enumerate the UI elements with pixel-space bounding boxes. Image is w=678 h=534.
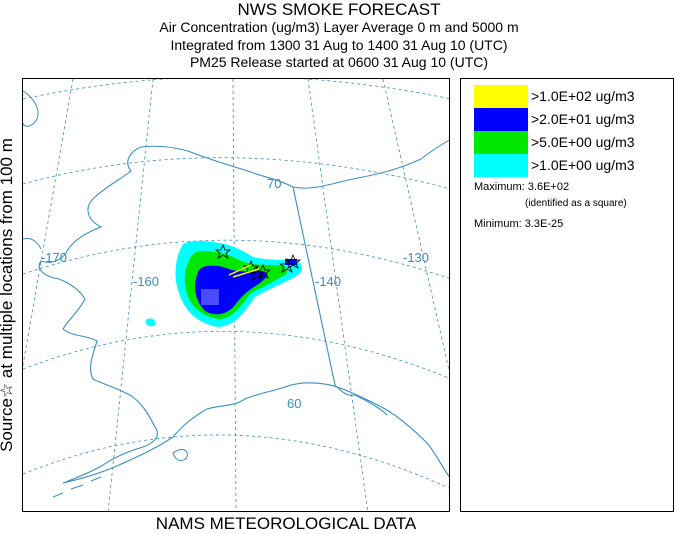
map-panel[interactable]: -170 -160 -140 -130 70 60 [22, 78, 450, 512]
source-star-icon [214, 243, 232, 259]
legend-label-1: >1.0E+02 ug/m3 [531, 88, 635, 104]
source-locations-label: Source☆ at multiple locations from 100 m [0, 138, 16, 452]
forecast-title: NWS SMOKE FORECAST [237, 0, 441, 19]
legend-swatch-cyan [474, 154, 528, 177]
alaska-map: -170 -160 -140 -130 70 60 [23, 79, 449, 511]
kodiak-island [172, 449, 188, 461]
forecast-subtitle-concentration: Air Concentration (ug/m3) Layer Average … [159, 19, 519, 35]
lon-label-160: -160 [133, 274, 159, 289]
legend-swatch-green [474, 131, 528, 154]
canada-border [292, 186, 388, 416]
maximum-row: Maximum: 3.6E+02 [474, 181, 569, 193]
legend-panel: >1.0E+02 ug/m3 >2.0E+01 ug/m3 >5.0E+00 u… [460, 78, 674, 512]
plume-east-cell [285, 259, 297, 265]
minimum-label: Minimum: [474, 218, 522, 230]
high-concentration-streaks [228, 264, 260, 278]
source-star-icon [278, 257, 296, 273]
forecast-subtitle-release: PM25 Release started at 0600 31 Aug 10 (… [189, 54, 489, 70]
plume-small-patch [145, 318, 156, 327]
lon-label-130: -130 [403, 250, 429, 265]
lon-label-170: -170 [41, 250, 67, 265]
maximum-label: Maximum: [474, 181, 525, 193]
siberia-coast [23, 90, 42, 250]
legend-label-3: >5.0E+00 ug/m3 [531, 134, 635, 150]
lat-label-70: 70 [267, 176, 281, 191]
minimum-value: 3.3E-25 [524, 218, 564, 230]
meteorological-data-label: NAMS METEOROLOGICAL DATA [155, 514, 417, 533]
aleutian-islands [52, 476, 102, 498]
lon-label-140: -140 [315, 274, 341, 289]
maximum-note: (identified as a square) [525, 198, 627, 209]
forecast-subtitle-integration: Integrated from 1300 31 Aug to 1400 31 A… [170, 37, 508, 53]
legend-label-2: >2.0E+01 ug/m3 [531, 111, 635, 127]
legend-label-4: >1.0E+00 ug/m3 [531, 157, 635, 173]
canadian-arctic-coast [292, 139, 449, 189]
lat-label-60: 60 [287, 396, 301, 411]
legend-swatch-blue [474, 108, 528, 131]
coastline [38, 145, 449, 484]
legend-swatch-yellow [474, 85, 528, 108]
plume-peak-cell [201, 289, 219, 305]
minimum-row: Minimum: 3.3E-25 [474, 218, 563, 230]
smoke-plume [145, 240, 303, 327]
maximum-value: 3.6E+02 [527, 181, 570, 193]
